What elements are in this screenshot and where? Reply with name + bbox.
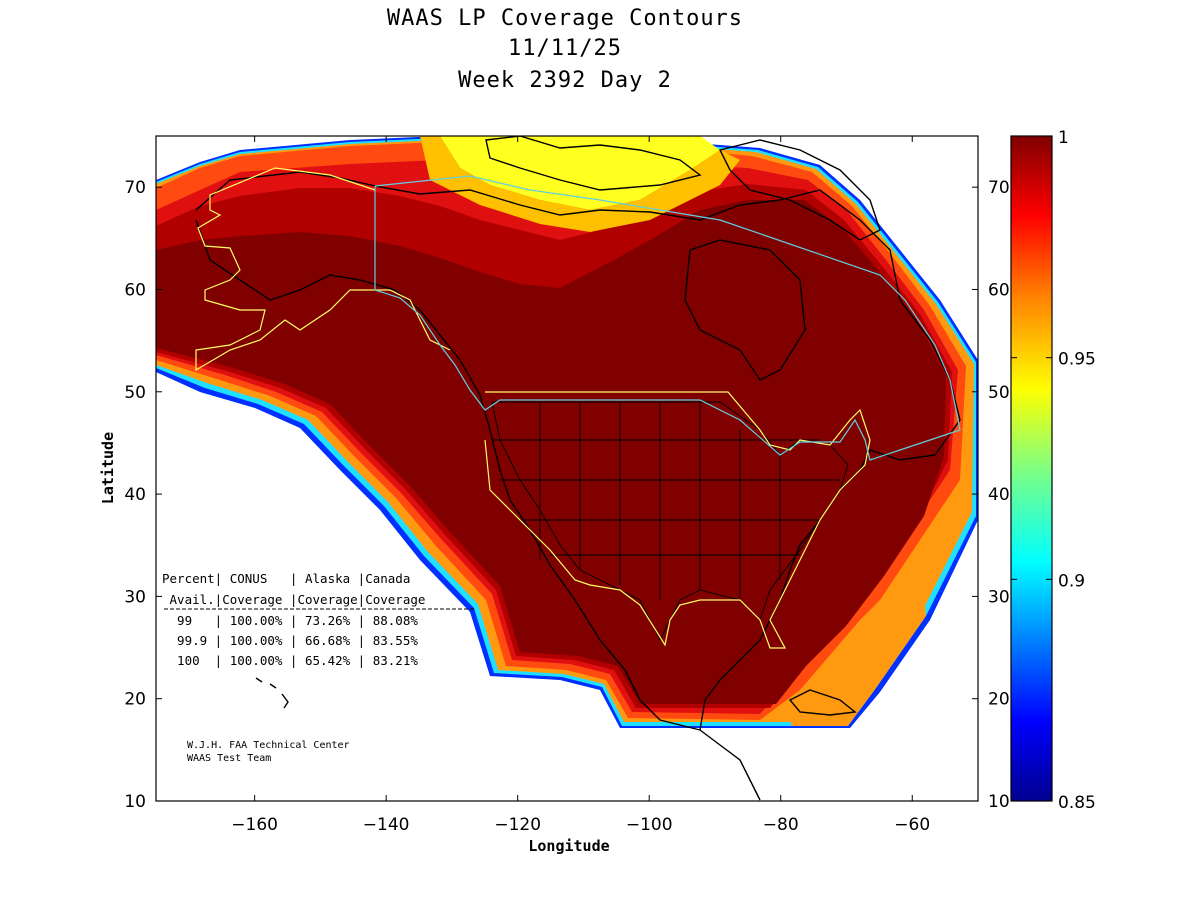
y-tick-label: 20: [124, 690, 146, 710]
caribbean-orange-band: [790, 560, 926, 726]
plot-frame: [155, 135, 979, 802]
colorbar-tick-label: 0.9: [1058, 571, 1085, 591]
y-tick-label: 60: [988, 280, 1010, 300]
coastlines: [195, 136, 961, 801]
y-tick-label: 10: [124, 792, 146, 812]
y-tick-label: 30: [124, 587, 146, 607]
y-tick-label: 10: [988, 792, 1010, 812]
arctic-yellow-band: [440, 136, 720, 210]
colorbar-tick-label: 0.95: [1058, 350, 1096, 370]
arctic-orange-band: [420, 136, 740, 232]
x-axis-label: Longitude: [528, 837, 609, 855]
colorbar-tick-label: 1: [1058, 128, 1069, 148]
x-tick-label: −80: [763, 815, 799, 835]
canada-service-outline: [374, 175, 961, 461]
table-row: 99.9 | 100.00% | 66.68% | 83.55%: [162, 633, 418, 648]
table-row: 99 | 100.00% | 73.26% | 88.08%: [162, 613, 418, 628]
x-axis: −160 −140 −120 −100 −80 −60: [231, 136, 930, 835]
title-line-2: 11/11/25: [508, 36, 622, 61]
x-tick-label: −140: [363, 815, 410, 835]
x-tick-label: −60: [894, 815, 930, 835]
credit-line-1: W.J.H. FAA Technical Center: [187, 740, 350, 751]
coverage-full-region: [156, 200, 946, 704]
table-row: 100 | 100.00% | 65.42% | 83.21%: [162, 653, 418, 668]
y-tick-label: 70: [124, 178, 146, 198]
title-line-3: Week 2392 Day 2: [458, 68, 672, 93]
x-tick-label: −100: [626, 815, 673, 835]
colorbar-ticks: 1 0.95 0.9 0.85: [1011, 128, 1096, 813]
map-plot-area: −160 −140 −120 −100 −80 −60 10 10 20 20 30 30 40 40 5…: [124, 135, 1010, 835]
y-tick-label: 50: [124, 383, 146, 403]
y-axis: 10 10 20 20 30 30 40 40 50 50 60 60 70 70: [124, 178, 1009, 812]
title-line-1: WAAS LP Coverage Contours: [386, 6, 744, 31]
y-tick-label: 60: [124, 280, 146, 300]
y-tick-label: 40: [124, 485, 146, 505]
colorbar: 1 0.95 0.9 0.85: [1010, 128, 1096, 813]
y-tick-label: 40: [988, 485, 1010, 505]
coverage-table: Percent| CONUS | Alaska |Canada Avail.|C…: [162, 571, 475, 668]
colorbar-gradient: [1010, 135, 1053, 802]
x-tick-label: −160: [231, 815, 278, 835]
x-tick-label: −120: [494, 815, 541, 835]
table-header-1: Percent| CONUS | Alaska |Canada: [162, 571, 410, 586]
y-tick-label: 20: [988, 690, 1010, 710]
y-axis-label: Latitude: [99, 432, 117, 504]
table-header-2: Avail.|Coverage |Coverage|Coverage: [162, 592, 425, 607]
colorbar-tick-label: 0.85: [1058, 793, 1096, 813]
credit-line-2: WAAS Test Team: [187, 753, 271, 764]
service-volume-outlines: [195, 167, 961, 649]
y-tick-label: 30: [988, 587, 1010, 607]
y-tick-label: 50: [988, 383, 1010, 403]
y-tick-label: 70: [988, 178, 1010, 198]
alaska-service-outline: [195, 167, 451, 372]
